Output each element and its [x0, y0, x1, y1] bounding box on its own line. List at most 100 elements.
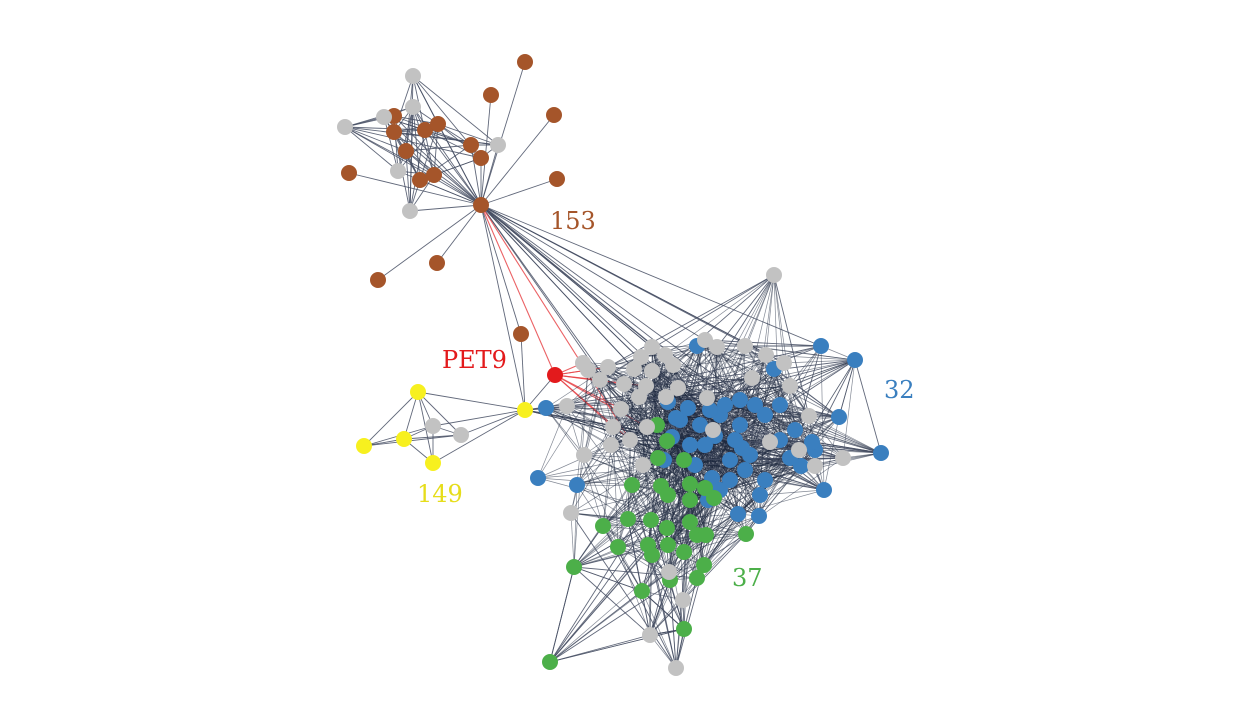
graph-edge-1502: [687, 407, 825, 491]
node-other-127: [782, 378, 798, 394]
node-other-21: [337, 119, 353, 135]
node-c32-59: [747, 397, 763, 413]
node-other-137: [639, 419, 655, 435]
node-c153-9: [412, 172, 428, 188]
node-other-20: [405, 99, 421, 115]
node-c37-96: [682, 514, 698, 530]
node-other-145: [603, 437, 619, 453]
graph-edge-1552: [549, 519, 641, 663]
graph-edge-1522: [549, 533, 747, 663]
node-c37-100: [610, 539, 626, 555]
graph-edge-35: [405, 150, 411, 212]
node-other-22: [490, 137, 506, 153]
graph-edge-57: [383, 116, 399, 172]
node-other-31: [453, 427, 469, 443]
graph-edge-325: [758, 457, 791, 517]
node-c37-84: [676, 452, 692, 468]
graph-edge-911: [734, 274, 775, 441]
node-pet9-32: [547, 367, 563, 383]
node-c32-39: [816, 482, 832, 498]
graph-edge-86: [397, 170, 482, 206]
graph-edge-1186: [566, 405, 604, 527]
nodes-layer: [337, 54, 889, 676]
graph-edge-1256: [583, 454, 619, 548]
graph-edge-1459: [583, 454, 644, 466]
graph-edge-102: [480, 204, 767, 356]
node-c37-98: [698, 527, 714, 543]
graph-edge-149: [779, 345, 822, 406]
graph-edge-1460: [583, 379, 601, 456]
graph-edge-165: [842, 359, 856, 459]
graph-edge-1470: [645, 274, 775, 387]
graph-edge-1531: [649, 483, 691, 636]
node-other-151: [668, 660, 684, 676]
graph-edge-1257: [617, 464, 644, 548]
graph-edge-1519: [549, 544, 649, 663]
node-other-119: [633, 349, 649, 365]
node-other-136: [605, 419, 621, 435]
graph-edge-298: [537, 405, 568, 479]
graph-edge-62: [344, 126, 399, 172]
graph-edge-1188: [602, 525, 670, 573]
graph-edge-291: [545, 407, 585, 456]
node-c149-28: [425, 455, 441, 471]
node-c32-44: [569, 477, 585, 493]
graph-edge-228: [808, 415, 882, 454]
node-c37-111: [542, 654, 558, 670]
graph-edge-44: [412, 106, 435, 176]
graph-edge-194: [773, 368, 813, 443]
graph-edge-203: [823, 416, 840, 491]
node-c37-83: [650, 450, 666, 466]
graph-edge-1548: [641, 590, 685, 630]
node-c37-92: [595, 518, 611, 534]
node-c32-33: [813, 338, 829, 354]
node-c32-34: [847, 352, 863, 368]
graph-edge-1193: [573, 518, 629, 568]
graph-edge-1473: [599, 274, 775, 381]
graph-edge-81: [412, 75, 482, 206]
node-other-123: [644, 363, 660, 379]
node-c32-75: [757, 472, 773, 488]
node-other-149: [675, 592, 691, 608]
graph-edge-114: [417, 391, 462, 436]
graph-edge-93: [480, 204, 706, 341]
node-other-121: [600, 359, 616, 375]
node-c32-68: [682, 437, 698, 453]
node-c153-15: [370, 272, 386, 288]
graph-edge-1284: [623, 383, 685, 553]
graph-edge-1276: [651, 554, 685, 630]
node-other-23: [390, 163, 406, 179]
node-c32-74: [727, 432, 743, 448]
graph-edge-1105: [667, 494, 685, 553]
node-label-pet9: PET9: [442, 346, 507, 374]
graph-edge-1362: [646, 354, 666, 428]
node-c153-1: [483, 87, 499, 103]
node-other-30: [425, 418, 441, 434]
graph-edge-1512: [573, 566, 643, 592]
graph-edge-1525: [570, 512, 677, 669]
node-c32-58: [732, 417, 748, 433]
graph-edge-1272: [651, 346, 669, 546]
graph-edge-1468: [773, 274, 810, 417]
graph-edge-1442: [610, 396, 640, 446]
graph-edge-1295: [649, 577, 698, 636]
cluster-label-32: 32: [884, 376, 915, 404]
node-other-24: [402, 203, 418, 219]
graph-edge-1550: [627, 518, 643, 592]
cluster-label-37: 37: [732, 564, 763, 592]
node-other-141: [835, 450, 851, 466]
graph-edge-112: [417, 391, 526, 411]
graph-edge-1539: [549, 628, 685, 663]
graph-edge-1516: [573, 525, 604, 568]
graph-edge-120: [363, 434, 462, 447]
node-c153-3: [549, 171, 565, 187]
graph-edge-142: [554, 374, 622, 410]
node-other-150: [642, 627, 658, 643]
cluster-label-149: 149: [417, 480, 463, 508]
graph-edge-1447: [599, 379, 614, 428]
node-c37-103: [644, 547, 660, 563]
node-c37-88: [682, 476, 698, 492]
graph-edge-1010: [671, 385, 791, 438]
graph-edge-107: [480, 204, 556, 376]
graph-edge-403: [744, 469, 747, 535]
